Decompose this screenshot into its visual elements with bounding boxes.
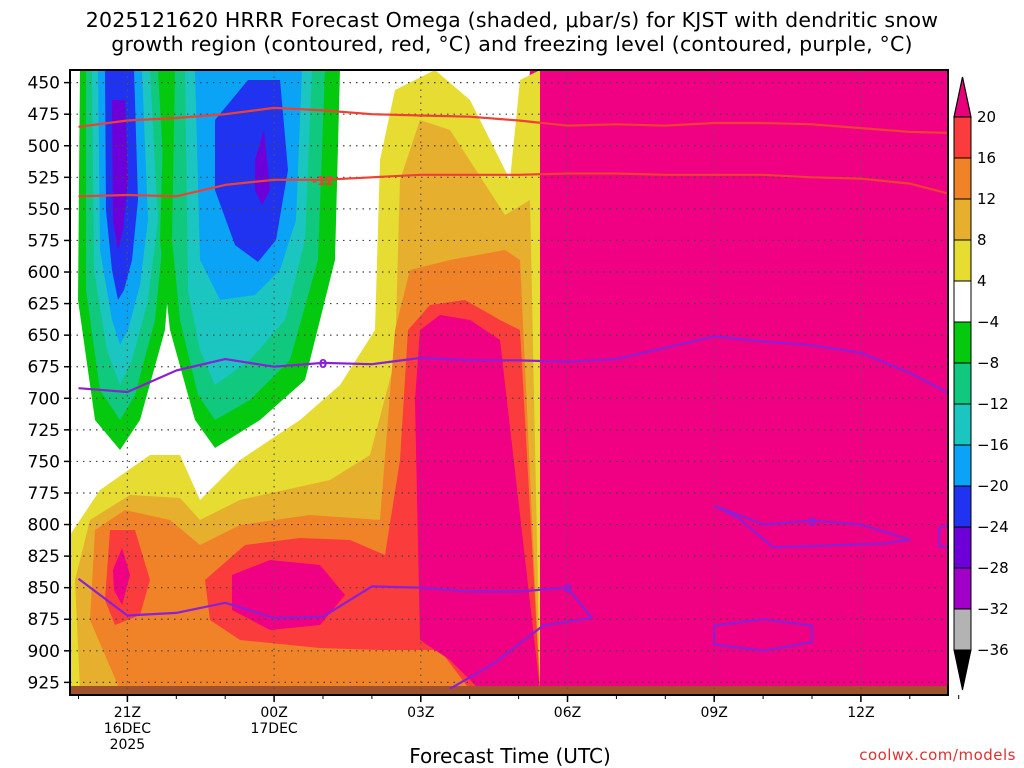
colorbar-swatch-3 [953, 239, 972, 282]
colorbar-swatch-1 [953, 157, 972, 200]
y-tick-label-875: 875 [28, 610, 60, 630]
colorbar-label-13: −36 [977, 641, 1009, 659]
contour-label-1: -12 [312, 174, 334, 188]
y-tick-label-700: 700 [28, 389, 60, 409]
y-tick-label-525: 525 [28, 168, 60, 188]
colorbar-swatch-2 [953, 198, 972, 241]
y-tick-label-825: 825 [28, 547, 60, 567]
x-tick-label-1-0: 00Z [260, 705, 287, 721]
x-tick-label-5-0: 12Z [847, 705, 874, 721]
colorbar-label-6: −8 [977, 354, 999, 372]
x-tick-label-3-0: 06Z [554, 705, 581, 721]
chart-title-line1: 2025121620 HRRR Forecast Omega (shaded, … [85, 8, 939, 32]
x-tick-label-2-0: 03Z [407, 705, 434, 721]
y-tick-label-475: 475 [28, 105, 60, 125]
y-tick-label-800: 800 [28, 516, 60, 536]
colorbar-swatch-11 [953, 567, 972, 610]
contour-line-2 [78, 335, 948, 395]
colorbar-label-2: 12 [977, 190, 996, 208]
colorbar-swatch-4 [953, 280, 972, 323]
contour-label-3: 0 [563, 582, 571, 596]
colorbar-label-9: −20 [977, 477, 1009, 495]
colorbar-label-3: 8 [977, 231, 987, 249]
colorbar-label-10: −24 [977, 518, 1009, 536]
colorbar-label-12: −32 [977, 600, 1009, 618]
colorbar-swatch-8 [953, 444, 972, 487]
colorbar-label-0: 20 [977, 108, 996, 126]
site-credit: coolwx.com/models [859, 746, 1016, 764]
y-tick-label-600: 600 [28, 263, 60, 283]
contour-line-0 [78, 106, 948, 134]
y-tick-label-775: 775 [28, 484, 60, 504]
y-tick-label-650: 650 [28, 326, 60, 346]
colorbar-label-1: 16 [977, 149, 996, 167]
colorbar-label-7: −12 [977, 395, 1009, 413]
colorbar-label-5: −4 [977, 313, 999, 331]
x-tick-label-0-0: 21Z [114, 705, 141, 721]
colorbar-swatch-10 [953, 526, 972, 569]
colorbar-arrow-bottom [953, 649, 972, 691]
x-tick-label-0-1: 16DEC [104, 721, 151, 737]
y-tick-label-675: 675 [28, 358, 60, 378]
y-axis-ticks: 450 475 500 525 550 575 600 625 650 675 700 725 750 7… [28, 74, 70, 693]
y-tick-label-925: 925 [28, 673, 60, 693]
y-tick-label-725: 725 [28, 421, 60, 441]
x-tick-label-0-2: 2025 [110, 737, 146, 753]
contour-line-4 [713, 504, 911, 549]
omega-updraft-center-l5 [215, 80, 288, 262]
y-tick-label-900: 900 [28, 642, 60, 662]
colorbar-label-4: 4 [977, 272, 987, 290]
contour-lines [77, 106, 948, 690]
plot-frame [69, 69, 949, 696]
contour-line-5 [713, 618, 814, 652]
surface-strip [70, 686, 948, 695]
x-axis-label: Forecast Time (UTC) [409, 744, 611, 768]
contour-label-4: 0 [808, 515, 816, 529]
colorbar-swatch-9 [953, 485, 972, 528]
colorbar-swatch-5 [953, 321, 972, 364]
contour-labels: -12 0 0 0 [312, 174, 816, 596]
contour-label-2: 0 [319, 357, 327, 371]
colorbar-swatch-12 [953, 608, 972, 651]
y-tick-label-575: 575 [28, 231, 60, 251]
colorbar-label-11: −28 [977, 559, 1009, 577]
chart-title: 2025121620 HRRR Forecast Omega (shaded, … [0, 8, 1024, 56]
omega-updraft-center-core [255, 130, 270, 205]
contour-line-1 [78, 172, 948, 198]
y-tick-label-750: 750 [28, 452, 60, 472]
y-tick-label-850: 850 [28, 579, 60, 599]
y-tick-label-500: 500 [28, 137, 60, 157]
colorbar-arrow-top [953, 76, 972, 118]
chart-title-line2: growth region (contoured, red, °C) and f… [111, 32, 913, 56]
colorbar: 20 16 12 8 4 −4 −8 −12 −16 −20 −24 −28 −32 −36 [953, 76, 1009, 691]
contour-line-6 [937, 523, 948, 549]
x-tick-label-1-1: 17DEC [250, 721, 297, 737]
colorbar-swatch-7 [953, 403, 972, 446]
x-tick-label-4-0: 09Z [700, 705, 727, 721]
omega-shade-20-core [113, 315, 540, 690]
y-tick-label-625: 625 [28, 295, 60, 315]
contour-line-3 [77, 577, 594, 690]
y-tick-label-450: 450 [28, 74, 60, 94]
colorbar-label-8: −16 [977, 436, 1009, 454]
omega-shade-20plus [460, 70, 948, 690]
omega-updraft-left-core [112, 100, 128, 250]
colorbar-swatch-0 [953, 116, 972, 159]
y-tick-label-550: 550 [28, 200, 60, 220]
omega-shading [70, 70, 948, 695]
colorbar-swatch-6 [953, 362, 972, 405]
